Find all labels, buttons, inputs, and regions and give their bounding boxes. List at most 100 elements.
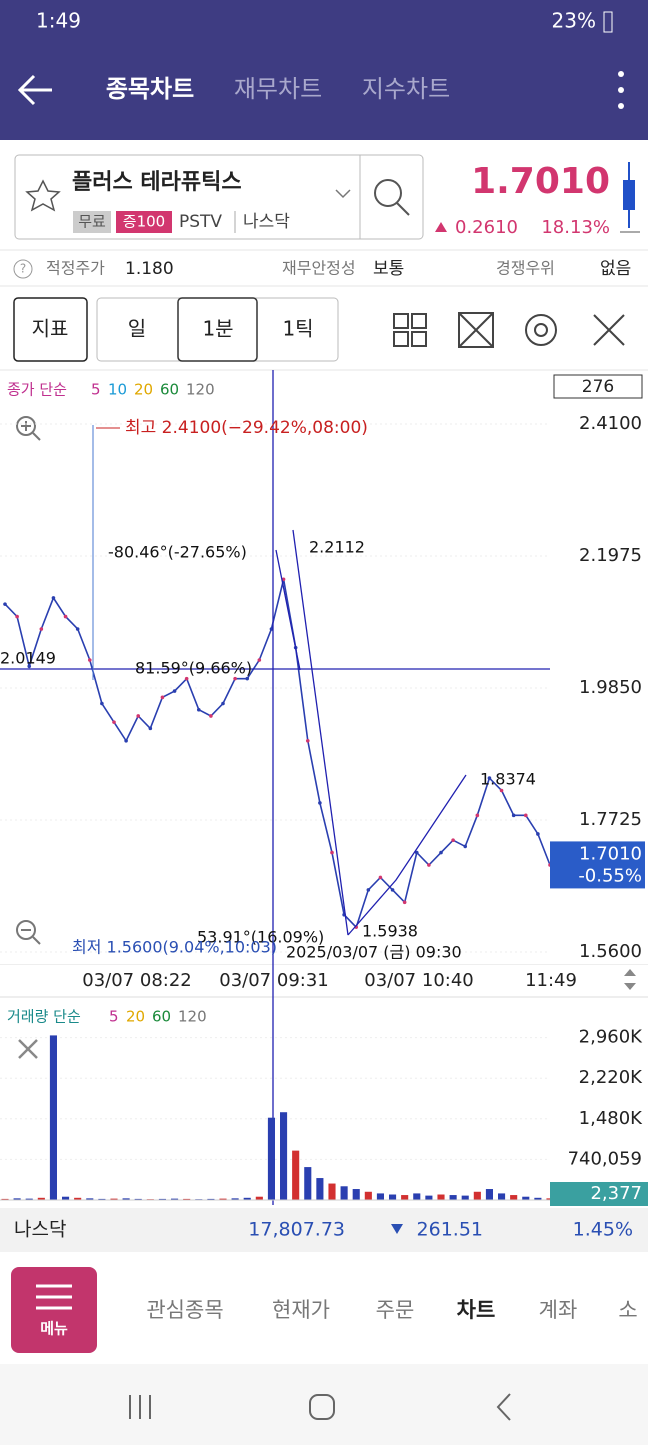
annotation: 1.8374 [480, 770, 536, 789]
y-tick-label: 1.7725 [579, 809, 642, 830]
price-point [39, 627, 44, 631]
volume-bar [522, 1196, 530, 1200]
tag: 나스닥 [243, 212, 290, 232]
nav-tab[interactable]: 관심종목 [146, 1298, 223, 1322]
y-tick-label: 1,480K [579, 1108, 644, 1129]
volume-bar [316, 1178, 324, 1200]
index-change-pct: 1.45% [573, 1219, 633, 1241]
volume-bar [134, 1198, 142, 1200]
volume-bar [473, 1191, 481, 1200]
tools-icon[interactable] [593, 314, 625, 346]
stock-name: 플러스 테라퓨틱스 [72, 170, 242, 195]
favorite-star[interactable] [25, 179, 61, 212]
button-label[interactable]: 1분 [202, 317, 233, 341]
settings-icon[interactable] [525, 314, 557, 346]
y-tick-label: 2.4100 [579, 413, 642, 434]
expand-icon[interactable] [458, 312, 494, 348]
price-point [87, 658, 92, 662]
up-arrow [435, 222, 447, 232]
legend-period: 60 [152, 1008, 171, 1026]
volume-bar [534, 1197, 542, 1200]
search-button[interactable] [374, 179, 410, 216]
price-point [523, 813, 528, 818]
volume-bar [183, 1198, 191, 1200]
nav-tab[interactable]: 차트 [457, 1298, 496, 1322]
system-buttons[interactable] [129, 1393, 511, 1421]
annotation: 1.5938 [362, 922, 418, 941]
dropdown[interactable] [335, 189, 351, 199]
volume-bar [25, 1198, 33, 1200]
volume-bar [485, 1189, 493, 1200]
more-menu[interactable] [618, 71, 624, 109]
volume-bar [292, 1150, 300, 1200]
volume-bar [461, 1195, 469, 1200]
volume-bar [352, 1189, 360, 1200]
price-point [75, 627, 80, 631]
current-volume-box [550, 1182, 648, 1206]
close-icon[interactable] [18, 1039, 38, 1059]
price-point [160, 695, 165, 700]
trend-lines [275, 529, 467, 936]
legend-period: 10 [108, 381, 127, 399]
volume-bar [98, 1198, 106, 1200]
tab[interactable]: 종목차트 [106, 75, 194, 103]
nav-tab[interactable]: 현재가 [272, 1298, 330, 1322]
period-selected[interactable] [177, 297, 258, 362]
legend-period: 60 [160, 381, 179, 399]
zoom-in[interactable] [16, 416, 41, 441]
price-point [196, 707, 201, 712]
legend-period: 20 [134, 381, 153, 399]
price-point [427, 863, 431, 867]
annotation: 2.2112 [309, 538, 365, 557]
volume-bar [328, 1183, 336, 1200]
tag-bg [73, 211, 111, 233]
current-price-box [550, 841, 645, 889]
scroll-arrows[interactable] [624, 969, 636, 990]
price-point [475, 813, 480, 818]
price-point [124, 739, 128, 743]
annotation: 2.0149 [0, 649, 56, 668]
price-point [487, 776, 492, 780]
y-tick-label: 1.5600 [579, 941, 642, 962]
battery-icon [603, 11, 613, 33]
volume-bar [86, 1198, 94, 1200]
info-label: 적정주가 [46, 259, 105, 278]
volume-bar [255, 1196, 263, 1200]
price-point [27, 664, 32, 669]
tab[interactable]: 지수차트 [362, 75, 450, 103]
layout-icon[interactable] [393, 313, 427, 347]
price: 1.7010 [471, 161, 610, 202]
menu-button[interactable] [11, 1267, 97, 1353]
button-label[interactable]: 1틱 [282, 317, 313, 341]
tab[interactable]: 재무차트 [234, 75, 322, 103]
price-point [3, 602, 7, 606]
tag: 무료 [78, 213, 106, 231]
zoom-out[interactable] [16, 920, 41, 945]
nav-tab[interactable]: 계좌 [539, 1298, 578, 1322]
tag: PSTV [179, 212, 222, 232]
button-label[interactable]: 일 [128, 317, 146, 341]
change-pct: 18.13% [541, 217, 610, 238]
y-tick-label: 1.9850 [579, 677, 642, 698]
volume-bar [207, 1198, 215, 1200]
annotation: 81.59°(9.66%) [135, 659, 252, 678]
nav-tab[interactable]: 주문 [376, 1298, 415, 1322]
volume-bar [74, 1197, 82, 1200]
price-point [184, 676, 189, 681]
volume-bar [498, 1193, 506, 1200]
x-tick-label: 03/07 10:40 [364, 970, 473, 991]
legend-period: 20 [126, 1008, 145, 1026]
indicator-button[interactable] [13, 297, 88, 362]
count: 276 [582, 377, 614, 397]
down-arrow [391, 1224, 403, 1234]
help-icon[interactable] [13, 259, 33, 279]
volume-bar [13, 1198, 21, 1200]
current-volume: 2,377 [590, 1183, 642, 1204]
nav-tab[interactable]: 소 [618, 1298, 637, 1322]
price-point [463, 844, 468, 849]
volume-bar [122, 1198, 130, 1200]
back-button[interactable] [17, 74, 52, 106]
volume-bar [437, 1194, 445, 1200]
price-point [366, 888, 371, 892]
